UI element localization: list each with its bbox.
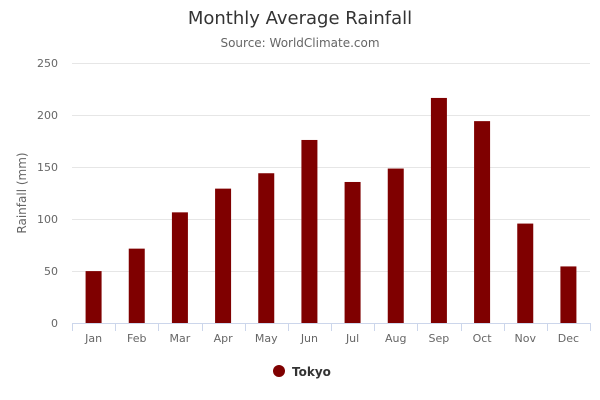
bar-feb[interactable]: [128, 248, 145, 323]
x-tick-label-sep: Sep: [429, 332, 450, 345]
legend-marker-icon: [273, 365, 285, 377]
bar-oct[interactable]: [474, 121, 491, 323]
y-tick-label-0: 0: [51, 317, 58, 330]
x-tick-label-oct: Oct: [473, 332, 493, 345]
bar-aug[interactable]: [387, 168, 404, 323]
bar-nov[interactable]: [517, 223, 534, 323]
y-tick-label-2: 100: [37, 213, 58, 226]
y-tick-label-5: 250: [37, 57, 58, 70]
y-tick-label-1: 50: [44, 265, 58, 278]
y-tick-label-3: 150: [37, 161, 58, 174]
x-tick-label-dec: Dec: [558, 332, 579, 345]
x-tick-label-jun: Jun: [300, 332, 318, 345]
y-tick-label-4: 200: [37, 109, 58, 122]
chart-subtitle: Source: WorldClimate.com: [220, 36, 379, 50]
legend[interactable]: Tokyo: [273, 365, 331, 379]
bar-dec[interactable]: [560, 266, 577, 323]
x-tick-label-feb: Feb: [127, 332, 146, 345]
series-tokyo-bars: [85, 97, 577, 323]
legend-label: Tokyo: [292, 365, 331, 379]
bar-apr[interactable]: [215, 188, 232, 323]
gridlines: [72, 63, 590, 272]
bar-jul[interactable]: [344, 181, 361, 323]
y-axis-title: Rainfall (mm): [15, 152, 29, 233]
x-axis-tick-labels: Jan Feb Mar Apr May Jun Jul Aug Sep Oct Nov Dec: [84, 332, 579, 345]
x-tick-label-jan: Jan: [84, 332, 102, 345]
bar-jun[interactable]: [301, 139, 318, 323]
bar-sep[interactable]: [430, 97, 447, 323]
y-axis-tick-labels: 0 50 100 150 200 250: [37, 57, 58, 330]
bar-jan[interactable]: [85, 271, 102, 323]
bar-may[interactable]: [258, 173, 275, 323]
chart-title: Monthly Average Rainfall: [188, 8, 412, 29]
bar-mar[interactable]: [171, 212, 188, 323]
x-tick-label-may: May: [255, 332, 278, 345]
x-tick-label-nov: Nov: [515, 332, 537, 345]
x-tick-label-jul: Jul: [345, 332, 359, 345]
x-tick-label-mar: Mar: [170, 332, 191, 345]
x-axis-tick-marks: [72, 323, 591, 331]
x-tick-label-aug: Aug: [385, 332, 406, 345]
x-tick-label-apr: Apr: [214, 332, 234, 345]
